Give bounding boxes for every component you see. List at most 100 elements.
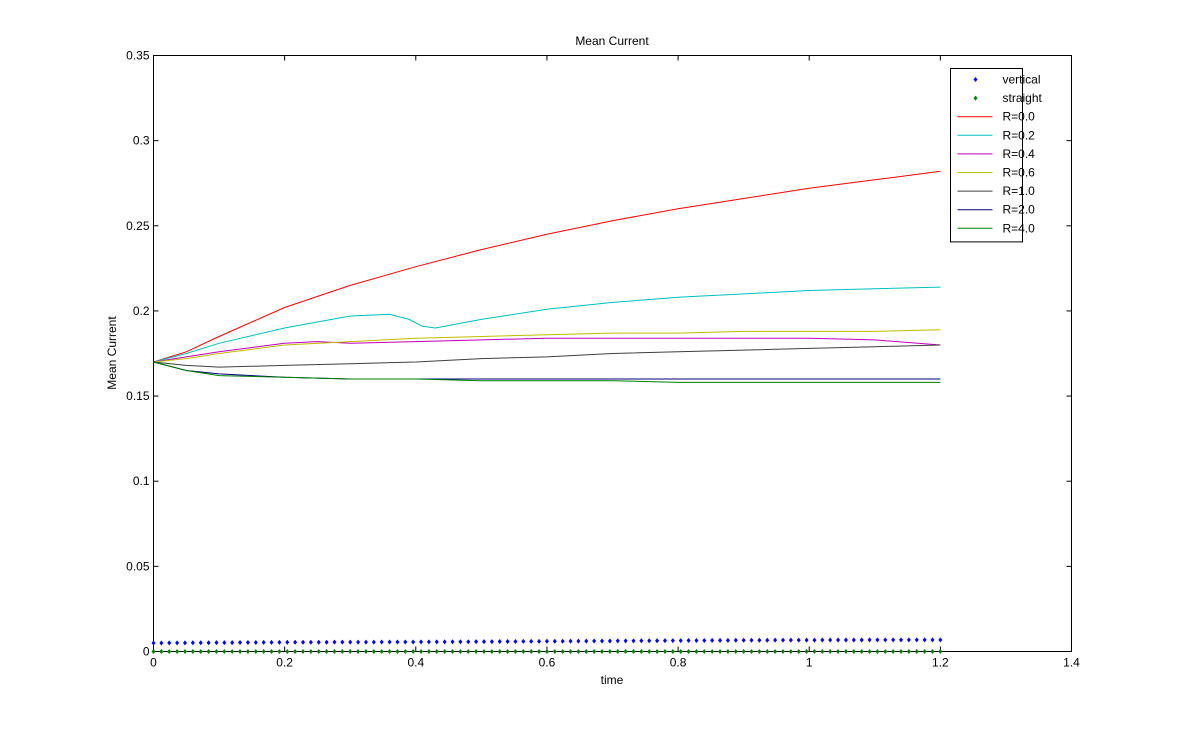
series-marker-vertical bbox=[293, 639, 298, 645]
series-marker-straight bbox=[332, 649, 337, 654]
series-marker-straight bbox=[434, 649, 439, 654]
series-marker-straight bbox=[702, 649, 707, 654]
series-marker-straight bbox=[159, 649, 164, 654]
series-marker-straight bbox=[710, 649, 715, 654]
series-marker-straight bbox=[930, 649, 935, 654]
series-marker-vertical bbox=[867, 637, 872, 643]
series-marker-straight bbox=[812, 649, 817, 654]
series-marker-straight bbox=[466, 649, 471, 654]
series-marker-straight bbox=[458, 649, 463, 654]
y-tick-label: 0.2 bbox=[133, 304, 150, 318]
series-marker-vertical bbox=[348, 639, 353, 645]
series-marker-straight bbox=[230, 649, 235, 654]
series-marker-vertical bbox=[308, 639, 313, 645]
series-marker-straight bbox=[875, 649, 880, 654]
series-marker-vertical bbox=[741, 637, 746, 643]
series-marker-straight bbox=[655, 649, 660, 654]
series-marker-vertical bbox=[175, 640, 180, 646]
series-marker-straight bbox=[836, 649, 841, 654]
series-marker-straight bbox=[182, 649, 187, 654]
series-marker-straight bbox=[718, 649, 723, 654]
x-tick-label: 0.4 bbox=[407, 656, 424, 670]
series-marker-vertical bbox=[442, 639, 447, 645]
series-marker-straight bbox=[324, 649, 329, 654]
series-marker-vertical bbox=[505, 638, 510, 644]
series-marker-straight bbox=[356, 649, 361, 654]
series-marker-straight bbox=[245, 649, 250, 654]
series-marker-vertical bbox=[560, 638, 565, 644]
series-marker-vertical bbox=[434, 639, 439, 645]
series-marker-straight bbox=[662, 649, 667, 654]
series-marker-vertical bbox=[623, 638, 628, 644]
series-marker-vertical bbox=[324, 639, 329, 645]
y-axis-label: Mean Current bbox=[105, 316, 119, 390]
series-marker-straight bbox=[505, 649, 510, 654]
series-marker-straight bbox=[773, 649, 778, 654]
series-marker-vertical bbox=[238, 640, 243, 646]
y-tick-label: 0.05 bbox=[126, 559, 150, 573]
series-marker-vertical bbox=[812, 637, 817, 643]
series-marker-vertical bbox=[906, 637, 911, 643]
series-marker-straight bbox=[175, 649, 180, 654]
series-marker-vertical bbox=[316, 639, 321, 645]
series-marker-vertical bbox=[356, 639, 361, 645]
series-marker-vertical bbox=[513, 638, 518, 644]
series-marker-straight bbox=[481, 649, 486, 654]
series-marker-straight bbox=[851, 649, 856, 654]
series-marker-straight bbox=[883, 649, 888, 654]
series-marker-straight bbox=[379, 649, 384, 654]
series-marker-vertical bbox=[387, 639, 392, 645]
legend-label-r-0-6: R=0.6 bbox=[1003, 166, 1036, 180]
series-marker-straight bbox=[348, 649, 353, 654]
legend-label-r-1-0: R=1.0 bbox=[1003, 184, 1036, 198]
series-marker-straight bbox=[403, 649, 408, 654]
series-marker-vertical bbox=[379, 639, 384, 645]
series-marker-straight bbox=[765, 649, 770, 654]
x-tick-label: 0 bbox=[150, 656, 157, 670]
series-line-r-0-6 bbox=[153, 329, 941, 363]
series-marker-vertical bbox=[363, 639, 368, 645]
series-markers-straight bbox=[151, 649, 943, 654]
series-markers-vertical bbox=[151, 637, 943, 646]
series-marker-straight bbox=[600, 649, 605, 654]
series-marker-vertical bbox=[615, 638, 620, 644]
series-marker-vertical bbox=[426, 639, 431, 645]
series-marker-straight bbox=[749, 649, 754, 654]
series-marker-straight bbox=[167, 649, 172, 654]
series-marker-straight bbox=[544, 649, 549, 654]
y-tick-label: 0.25 bbox=[126, 219, 150, 233]
series-marker-straight bbox=[914, 649, 919, 654]
series-marker-straight bbox=[529, 649, 534, 654]
series-marker-vertical bbox=[875, 637, 880, 643]
series-marker-straight bbox=[363, 649, 368, 654]
series-marker-straight bbox=[607, 649, 612, 654]
series-marker-straight bbox=[411, 649, 416, 654]
series-marker-straight bbox=[206, 649, 211, 654]
series-marker-straight bbox=[301, 649, 306, 654]
x-tick-label: 0.6 bbox=[539, 656, 556, 670]
series-marker-straight bbox=[190, 649, 195, 654]
series-marker-vertical bbox=[222, 640, 227, 646]
legend-box bbox=[950, 68, 1023, 243]
y-tick-label: 0.1 bbox=[133, 474, 150, 488]
series-marker-vertical bbox=[466, 639, 471, 645]
series-marker-straight bbox=[214, 649, 219, 654]
series-marker-vertical bbox=[639, 638, 644, 644]
series-marker-vertical bbox=[702, 637, 707, 643]
series-marker-vertical bbox=[497, 639, 502, 645]
series-marker-straight bbox=[497, 649, 502, 654]
series-marker-vertical bbox=[332, 639, 337, 645]
series-marker-vertical bbox=[277, 639, 282, 645]
series-marker-vertical bbox=[710, 637, 715, 643]
series-marker-straight bbox=[899, 649, 904, 654]
series-marker-vertical bbox=[529, 638, 534, 644]
series-marker-straight bbox=[647, 649, 652, 654]
series-marker-vertical bbox=[765, 637, 770, 643]
series-marker-vertical bbox=[568, 638, 573, 644]
legend: vertical straight R=0.0 R=0.2 R=0.4 R=0.6 R=1.… bbox=[950, 68, 1043, 243]
x-tick-label: 0.2 bbox=[276, 656, 293, 670]
series-marker-straight bbox=[906, 649, 911, 654]
series-marker-vertical bbox=[820, 637, 825, 643]
chart-title: Mean Current bbox=[575, 34, 649, 48]
